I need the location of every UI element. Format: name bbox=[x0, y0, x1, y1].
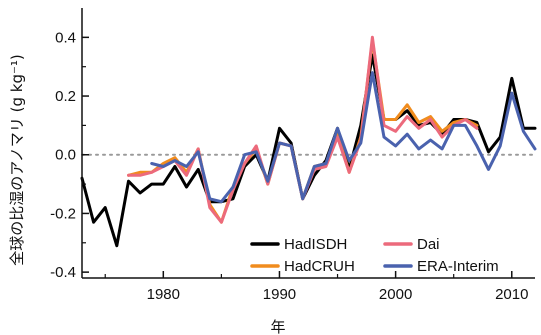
y-tick-label: 0.4 bbox=[55, 29, 76, 46]
legend-item-hadisdh: HadISDH bbox=[250, 236, 347, 253]
x-tick-label: 2000 bbox=[379, 286, 412, 303]
x-tick-label: 1980 bbox=[147, 286, 180, 303]
y-tick-label: 0.2 bbox=[55, 88, 76, 105]
y-axis-title: 全球の比湿のアノマリ (g kg⁻¹) bbox=[8, 54, 26, 266]
y-tick-label: -0.2 bbox=[50, 205, 76, 222]
y-tick-label: 0.0 bbox=[55, 147, 76, 164]
x-axis-title: 年 bbox=[270, 318, 285, 335]
series-layer bbox=[80, 35, 537, 248]
legend-label: Dai bbox=[417, 236, 440, 253]
legend-label: HadISDH bbox=[284, 236, 347, 253]
y-tick-label: -0.4 bbox=[50, 264, 76, 281]
x-tick-label: 2010 bbox=[495, 286, 528, 303]
legend: HadISDH Dai HadCRUH ERA-Interim bbox=[250, 236, 499, 275]
legend-item-dai: Dai bbox=[383, 236, 440, 253]
legend-label: ERA-Interim bbox=[417, 258, 499, 275]
series-line-era-interim bbox=[150, 71, 537, 204]
axes-layer: -0.4 -0.2 0.0 0.2 0.4 1980 1990 2000 2010 bbox=[50, 8, 535, 303]
legend-item-era-interim: ERA-Interim bbox=[383, 258, 499, 275]
series-line-hadisdh bbox=[80, 53, 537, 248]
legend-label: HadCRUH bbox=[284, 258, 355, 275]
x-tick-label: 1990 bbox=[263, 286, 296, 303]
legend-item-hadcruh: HadCRUH bbox=[250, 258, 355, 275]
